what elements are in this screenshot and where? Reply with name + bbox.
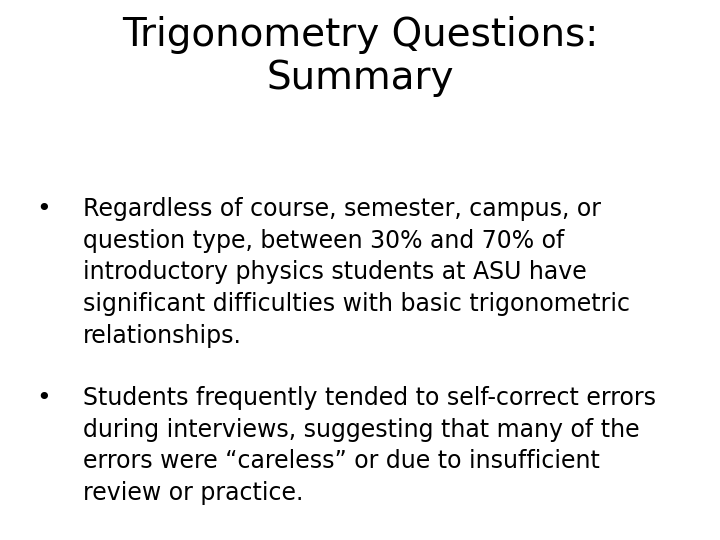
Text: •: •	[36, 197, 50, 221]
Text: Students frequently tended to self-correct errors
during interviews, suggesting : Students frequently tended to self-corre…	[83, 386, 656, 505]
Text: Regardless of course, semester, campus, or
question type, between 30% and 70% of: Regardless of course, semester, campus, …	[83, 197, 630, 348]
Text: Trigonometry Questions:
Summary: Trigonometry Questions: Summary	[122, 16, 598, 97]
Text: •: •	[36, 386, 50, 410]
